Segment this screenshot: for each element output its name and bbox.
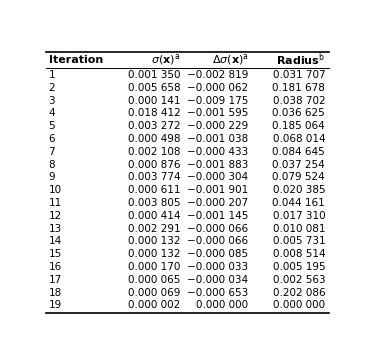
Text: 0.005 731: 0.005 731 bbox=[273, 236, 325, 246]
Text: 0.000 069: 0.000 069 bbox=[128, 287, 180, 298]
Text: 0.044 161: 0.044 161 bbox=[272, 198, 325, 208]
Text: 9: 9 bbox=[49, 172, 55, 182]
Text: −0.000 033: −0.000 033 bbox=[187, 262, 249, 272]
Text: $\sigma(\mathbf{x})^{\mathrm{a}}$: $\sigma(\mathbf{x})^{\mathrm{a}}$ bbox=[152, 52, 180, 67]
Text: −0.000 433: −0.000 433 bbox=[187, 147, 249, 157]
Text: 0.068 014: 0.068 014 bbox=[273, 134, 325, 144]
Text: −0.000 653: −0.000 653 bbox=[187, 287, 249, 298]
Text: 3: 3 bbox=[49, 96, 55, 105]
Text: 1: 1 bbox=[49, 70, 55, 80]
Text: 0.202 086: 0.202 086 bbox=[273, 287, 325, 298]
Text: 0.005 195: 0.005 195 bbox=[273, 262, 325, 272]
Text: 0.000 414: 0.000 414 bbox=[128, 211, 180, 221]
Text: Radius$^{\mathrm{b}}$: Radius$^{\mathrm{b}}$ bbox=[276, 51, 325, 68]
Text: 0.000 141: 0.000 141 bbox=[128, 96, 180, 105]
Text: 15: 15 bbox=[49, 249, 62, 259]
Text: 0.000 000: 0.000 000 bbox=[273, 301, 325, 310]
Text: 0.017 310: 0.017 310 bbox=[273, 211, 325, 221]
Text: 0.010 081: 0.010 081 bbox=[273, 224, 325, 234]
Text: 0.000 611: 0.000 611 bbox=[128, 185, 180, 195]
Text: 10: 10 bbox=[49, 185, 62, 195]
Text: 0.001 350: 0.001 350 bbox=[128, 70, 180, 80]
Text: 18: 18 bbox=[49, 287, 62, 298]
Text: −0.000 304: −0.000 304 bbox=[187, 172, 249, 182]
Text: 0.036 625: 0.036 625 bbox=[272, 108, 325, 119]
Text: 4: 4 bbox=[49, 108, 55, 119]
Text: −0.009 175: −0.009 175 bbox=[187, 96, 249, 105]
Text: −0.001 595: −0.001 595 bbox=[187, 108, 249, 119]
Text: 0.000 876: 0.000 876 bbox=[128, 160, 180, 170]
Text: 16: 16 bbox=[49, 262, 62, 272]
Text: −0.000 062: −0.000 062 bbox=[187, 83, 249, 93]
Text: −0.001 038: −0.001 038 bbox=[187, 134, 249, 144]
Text: 0.031 707: 0.031 707 bbox=[273, 70, 325, 80]
Text: 17: 17 bbox=[49, 275, 62, 285]
Text: 7: 7 bbox=[49, 147, 55, 157]
Text: 0.185 064: 0.185 064 bbox=[272, 121, 325, 131]
Text: 0.000 132: 0.000 132 bbox=[128, 236, 180, 246]
Text: 2: 2 bbox=[49, 83, 55, 93]
Text: 0.008 514: 0.008 514 bbox=[273, 249, 325, 259]
Text: 0.003 805: 0.003 805 bbox=[128, 198, 180, 208]
Text: 0.000 132: 0.000 132 bbox=[128, 249, 180, 259]
Text: 0.002 108: 0.002 108 bbox=[128, 147, 180, 157]
Text: 12: 12 bbox=[49, 211, 62, 221]
Text: 14: 14 bbox=[49, 236, 62, 246]
Text: 0.000 002: 0.000 002 bbox=[128, 301, 180, 310]
Text: −0.001 145: −0.001 145 bbox=[187, 211, 249, 221]
Text: 5: 5 bbox=[49, 121, 55, 131]
Text: 13: 13 bbox=[49, 224, 62, 234]
Text: 0.003 272: 0.003 272 bbox=[128, 121, 180, 131]
Text: 0.000 170: 0.000 170 bbox=[128, 262, 180, 272]
Text: 0.084 645: 0.084 645 bbox=[272, 147, 325, 157]
Text: −0.000 066: −0.000 066 bbox=[187, 224, 249, 234]
Text: 8: 8 bbox=[49, 160, 55, 170]
Text: −0.001 901: −0.001 901 bbox=[187, 185, 249, 195]
Text: $\Delta\sigma(\mathbf{x})^{\mathrm{a}}$: $\Delta\sigma(\mathbf{x})^{\mathrm{a}}$ bbox=[212, 52, 249, 67]
Text: −0.000 229: −0.000 229 bbox=[187, 121, 249, 131]
Text: 0.005 658: 0.005 658 bbox=[128, 83, 180, 93]
Text: −0.000 034: −0.000 034 bbox=[187, 275, 249, 285]
Text: 0.037 254: 0.037 254 bbox=[272, 160, 325, 170]
Text: 0.000 498: 0.000 498 bbox=[128, 134, 180, 144]
Text: 19: 19 bbox=[49, 301, 62, 310]
Text: 0.000 000: 0.000 000 bbox=[197, 301, 249, 310]
Text: −0.000 066: −0.000 066 bbox=[187, 236, 249, 246]
Text: 0.002 563: 0.002 563 bbox=[273, 275, 325, 285]
Text: −0.000 207: −0.000 207 bbox=[187, 198, 249, 208]
Text: 11: 11 bbox=[49, 198, 62, 208]
Text: 0.038 702: 0.038 702 bbox=[273, 96, 325, 105]
Text: 0.003 774: 0.003 774 bbox=[128, 172, 180, 182]
Text: −0.002 819: −0.002 819 bbox=[187, 70, 249, 80]
Text: −0.000 085: −0.000 085 bbox=[187, 249, 249, 259]
Text: 0.079 524: 0.079 524 bbox=[272, 172, 325, 182]
Text: 0.018 412: 0.018 412 bbox=[128, 108, 180, 119]
Text: 0.002 291: 0.002 291 bbox=[128, 224, 180, 234]
Text: −0.001 883: −0.001 883 bbox=[187, 160, 249, 170]
Text: 0.181 678: 0.181 678 bbox=[272, 83, 325, 93]
Text: 0.020 385: 0.020 385 bbox=[273, 185, 325, 195]
Text: Iteration: Iteration bbox=[49, 55, 103, 65]
Text: 6: 6 bbox=[49, 134, 55, 144]
Text: 0.000 065: 0.000 065 bbox=[128, 275, 180, 285]
